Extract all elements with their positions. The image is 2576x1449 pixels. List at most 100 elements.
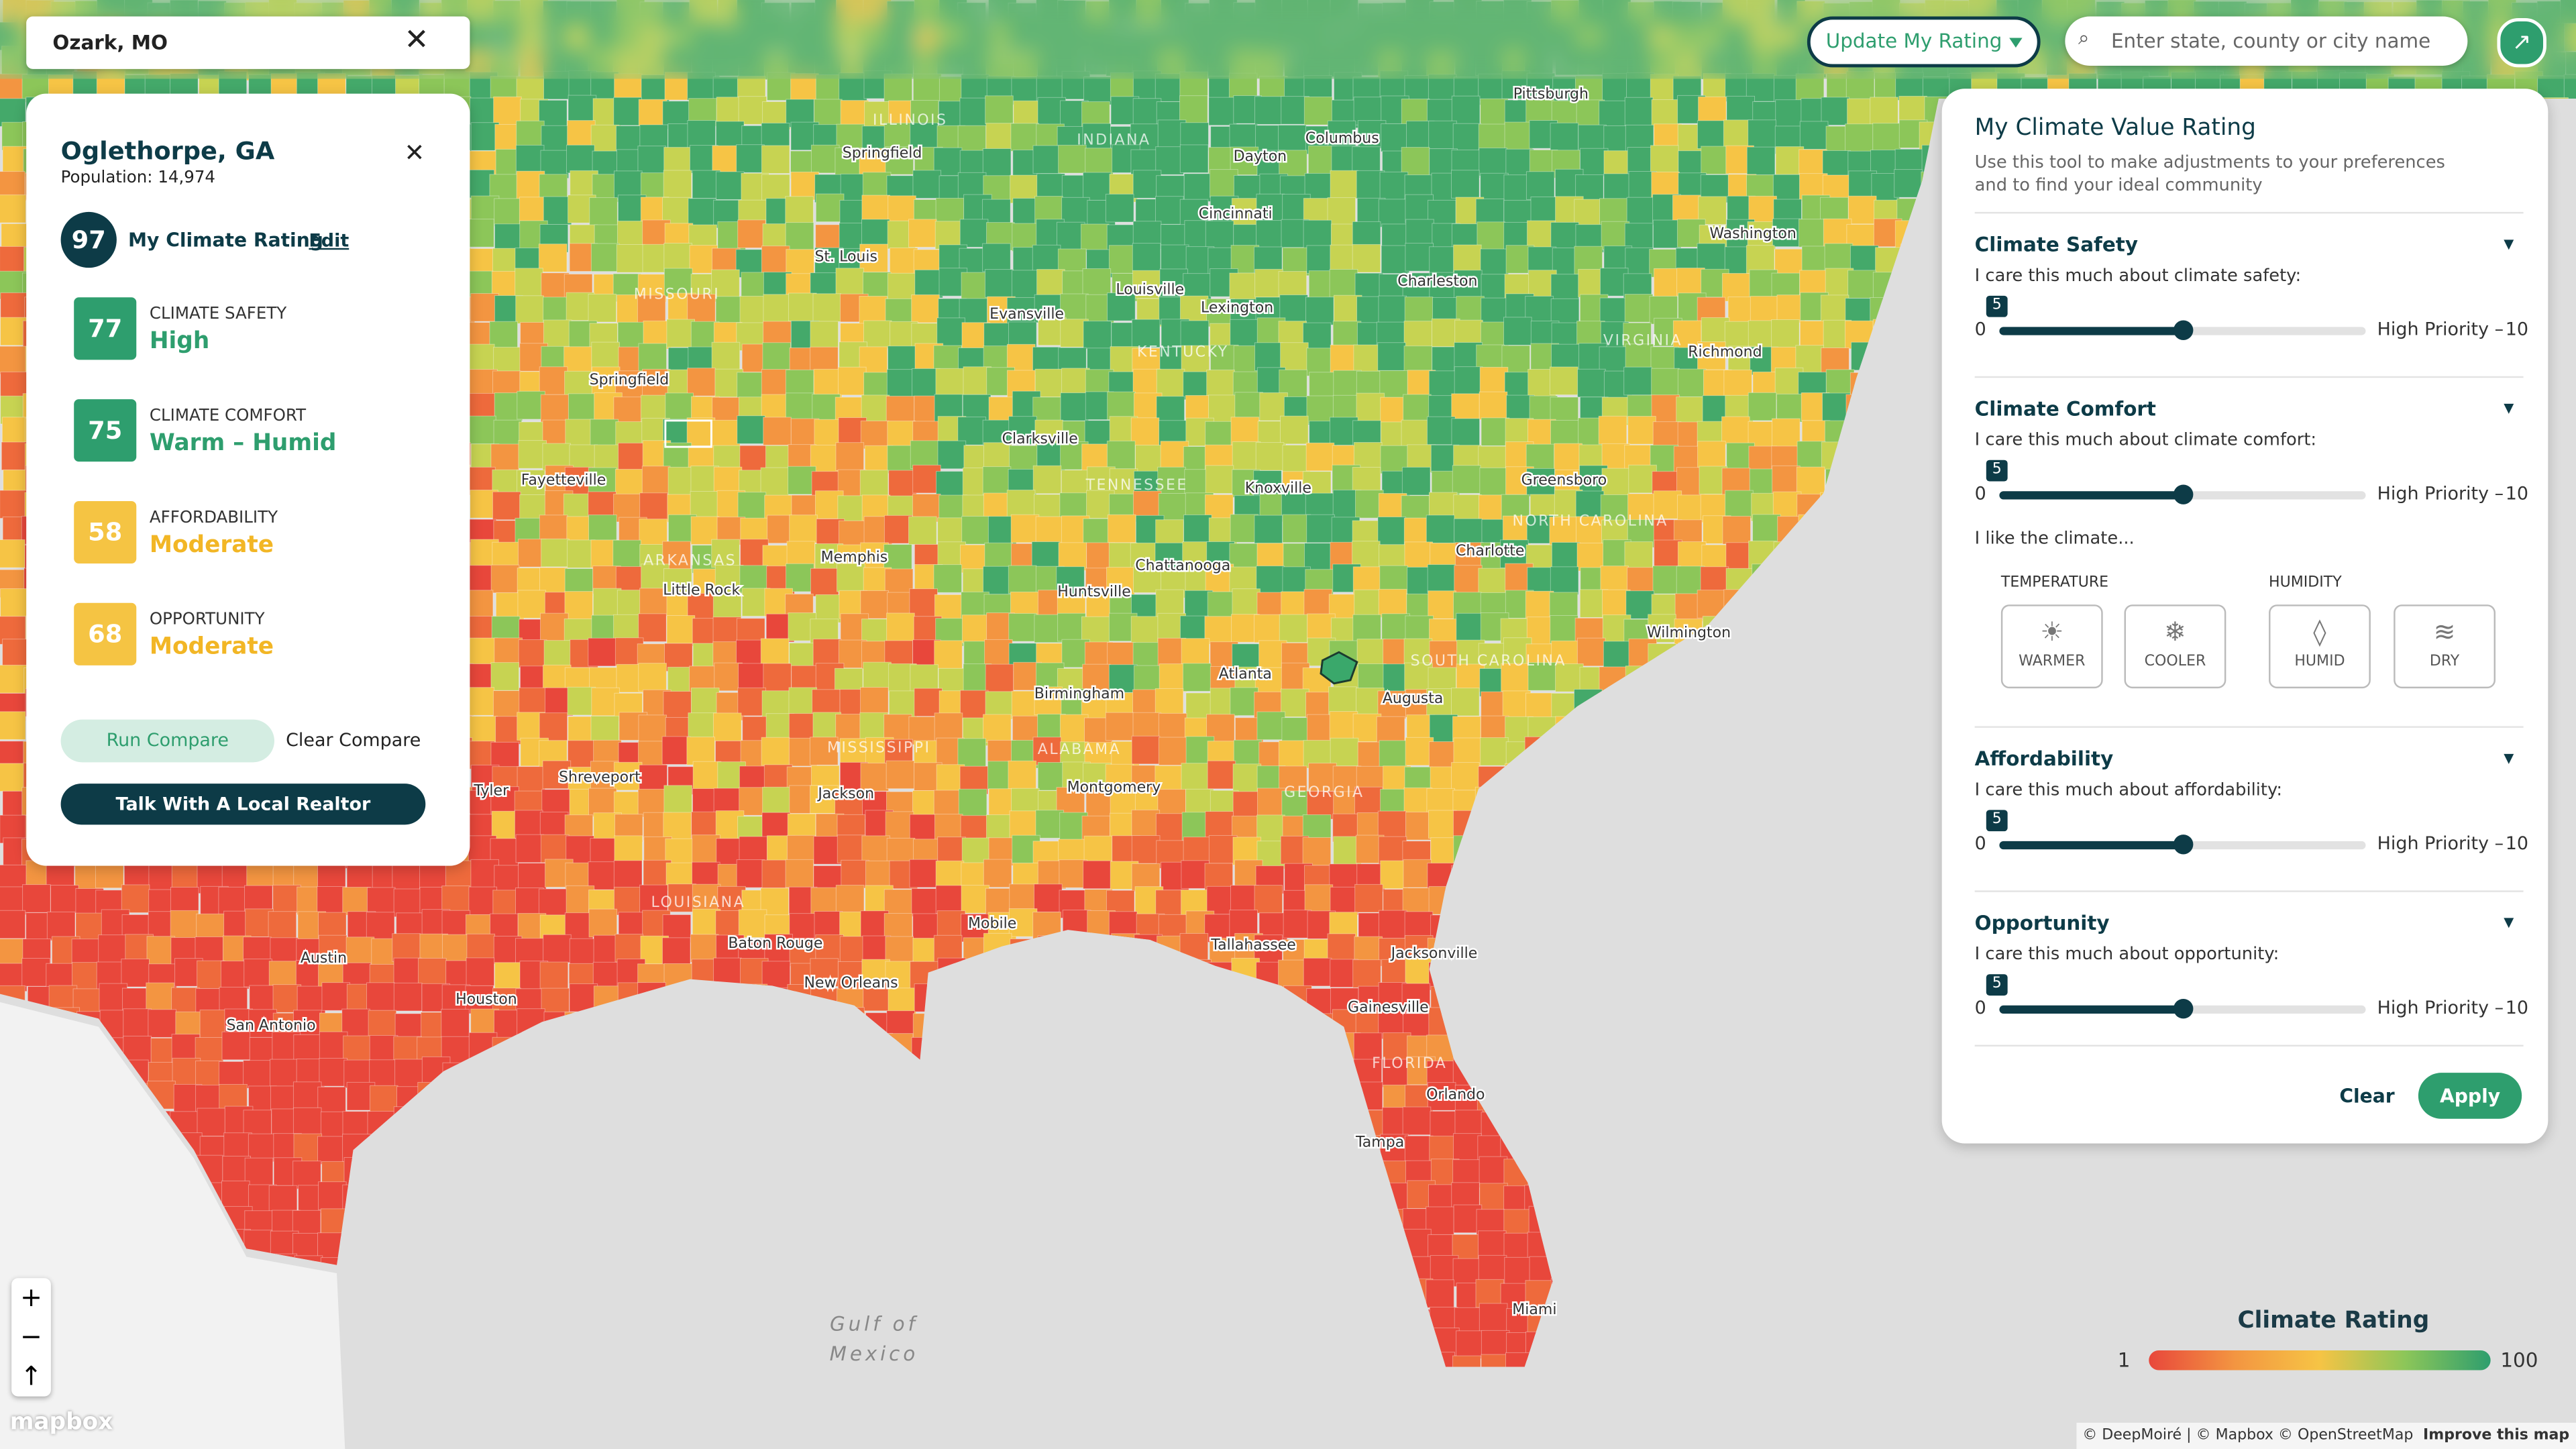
county [762, 342, 791, 371]
county [490, 564, 520, 594]
county [1849, 245, 1879, 274]
county [1378, 295, 1407, 325]
county [1107, 391, 1136, 421]
county [1105, 193, 1134, 223]
county [564, 591, 594, 620]
county [1257, 788, 1286, 817]
county [613, 97, 642, 126]
county [982, 466, 1012, 495]
county [961, 516, 990, 545]
county [788, 292, 817, 322]
county [1453, 244, 1482, 274]
county [786, 563, 814, 592]
county [1676, 396, 1705, 425]
county [909, 588, 938, 617]
county [1155, 196, 1184, 225]
county [392, 862, 421, 892]
county [738, 663, 767, 692]
county [686, 737, 715, 765]
county [688, 712, 717, 741]
county [1554, 443, 1582, 472]
county [1381, 123, 1409, 152]
county [1378, 199, 1407, 228]
county [272, 984, 302, 1013]
county [910, 122, 938, 152]
county [1210, 169, 1238, 198]
county [468, 415, 496, 445]
county [859, 470, 889, 498]
county [835, 713, 864, 743]
county [761, 369, 790, 398]
county [1452, 465, 1481, 494]
county [1426, 416, 1456, 445]
county [1451, 762, 1480, 791]
county [441, 1008, 470, 1038]
county [46, 911, 76, 941]
county [663, 691, 692, 720]
county [885, 396, 915, 425]
county [1179, 144, 1209, 174]
county [1550, 566, 1579, 595]
county [1627, 416, 1656, 445]
county [1450, 688, 1480, 716]
county [1008, 612, 1037, 642]
county [737, 415, 765, 444]
county [860, 420, 890, 449]
county [1080, 223, 1110, 253]
county [494, 198, 523, 227]
county [982, 148, 1012, 177]
county [1357, 663, 1387, 692]
county [1106, 440, 1136, 470]
county [1155, 813, 1185, 842]
county [665, 392, 694, 422]
county [661, 736, 691, 765]
county [1796, 441, 1826, 470]
county [1697, 120, 1726, 149]
county [614, 170, 643, 199]
county [0, 711, 26, 740]
county [1032, 465, 1062, 494]
county [1403, 321, 1433, 350]
county [543, 934, 572, 963]
county [613, 886, 643, 916]
county [1131, 809, 1161, 839]
county [540, 394, 570, 423]
county [1157, 789, 1186, 818]
county [1278, 959, 1307, 989]
county [539, 366, 568, 395]
county [1032, 244, 1061, 274]
county [760, 467, 790, 496]
county [1379, 740, 1408, 769]
county [146, 936, 176, 965]
county [936, 317, 965, 346]
county [785, 392, 814, 421]
county [908, 219, 937, 248]
county [566, 144, 595, 174]
county [761, 737, 790, 766]
county [638, 663, 667, 692]
county [1676, 268, 1705, 297]
county [1328, 686, 1357, 715]
county [1279, 614, 1308, 643]
county [1898, 95, 1927, 125]
county [221, 1031, 251, 1061]
county [663, 785, 692, 814]
county [590, 243, 620, 272]
county [1772, 174, 1802, 203]
county [957, 125, 987, 154]
county [1775, 99, 1804, 128]
county [1256, 566, 1285, 594]
mexico [0, 1002, 345, 1449]
county [1254, 342, 1283, 371]
county [1480, 248, 1509, 278]
county [861, 219, 890, 248]
county [1305, 442, 1335, 472]
county [1330, 170, 1359, 199]
county [1428, 810, 1457, 839]
county [1820, 294, 1849, 323]
county [1480, 98, 1509, 127]
county [692, 835, 720, 863]
county [565, 419, 594, 448]
county [568, 95, 597, 124]
